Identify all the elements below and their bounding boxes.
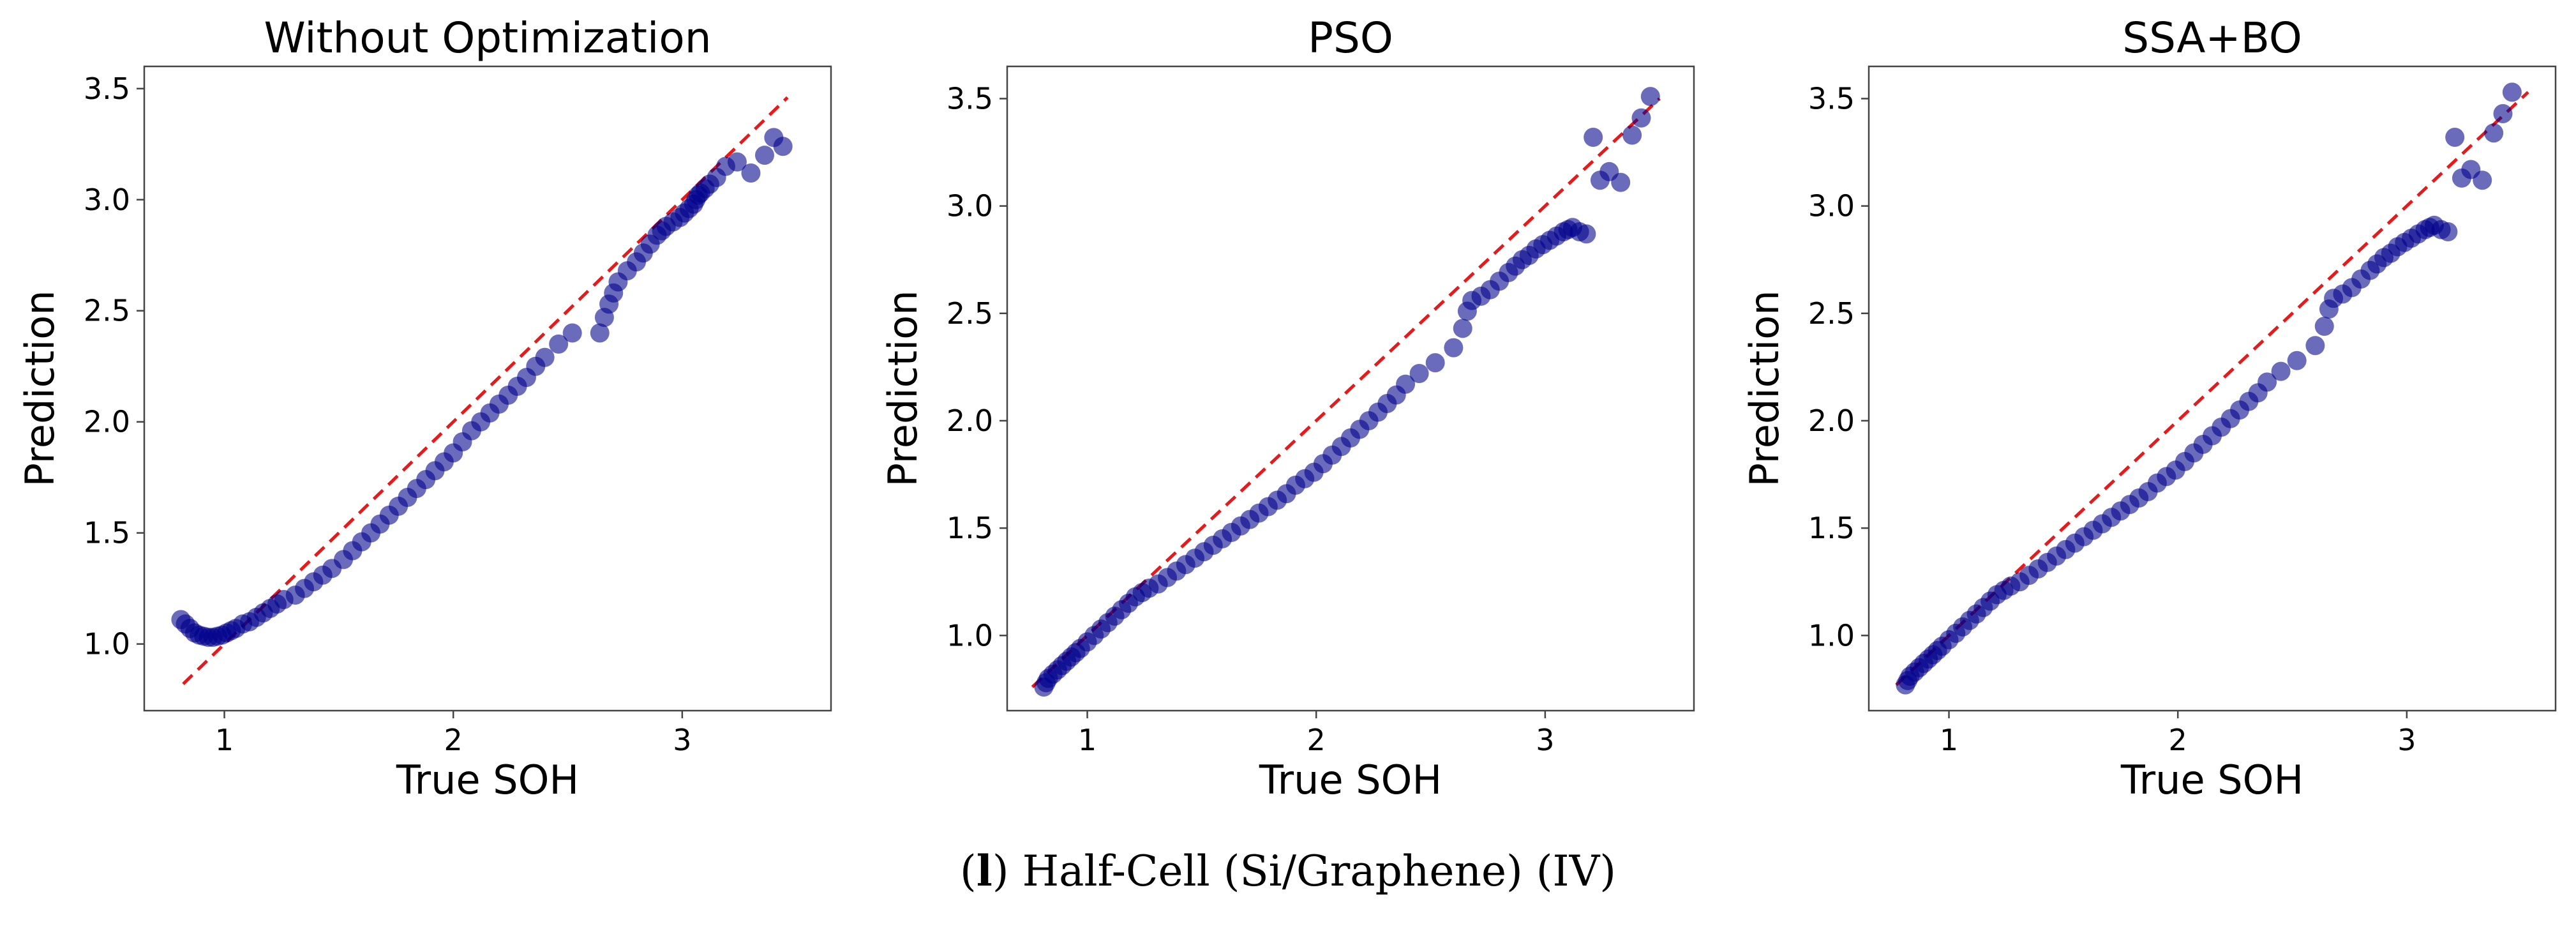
data-point bbox=[535, 347, 555, 367]
data-point bbox=[773, 137, 793, 156]
chart-title: Without Optimization bbox=[264, 13, 711, 63]
data-point bbox=[2287, 351, 2307, 370]
y-tick-label: 2.0 bbox=[947, 404, 993, 438]
y-tick-label: 3.5 bbox=[947, 81, 993, 116]
y-tick-label: 1.0 bbox=[947, 618, 993, 653]
plot-frame bbox=[1006, 65, 1695, 712]
chart-title: PSO bbox=[1308, 13, 1393, 63]
y-tick-label: 3.0 bbox=[84, 183, 130, 217]
y-axis-label: Prediction bbox=[1741, 290, 1788, 487]
data-point bbox=[1425, 353, 1445, 373]
data-point bbox=[562, 323, 582, 343]
scatter-points bbox=[1034, 87, 1660, 697]
data-point bbox=[2258, 372, 2277, 392]
data-point bbox=[2502, 82, 2522, 102]
caption-open-paren: ( bbox=[960, 847, 977, 896]
data-point bbox=[1576, 224, 1596, 244]
data-point bbox=[2438, 222, 2458, 241]
data-point bbox=[2305, 336, 2325, 356]
data-point bbox=[549, 334, 569, 354]
data-point bbox=[1444, 338, 1464, 358]
y-tick-label: 1.5 bbox=[1808, 511, 1855, 545]
y-tick-label: 2.0 bbox=[1808, 404, 1855, 438]
data-point bbox=[741, 163, 761, 183]
y-axis-label: Prediction bbox=[17, 290, 63, 487]
plot-frame bbox=[143, 65, 832, 712]
y-tick-label: 2.5 bbox=[1808, 296, 1855, 331]
y-tick-label: 3.5 bbox=[84, 72, 130, 106]
x-tick-label: 2 bbox=[2169, 723, 2187, 757]
x-tick-label: 3 bbox=[673, 723, 691, 757]
data-point bbox=[1409, 363, 1429, 383]
data-point bbox=[727, 152, 747, 172]
data-point bbox=[2271, 361, 2291, 381]
y-tick-label: 2.5 bbox=[84, 294, 130, 328]
chart-panel-3: 1 2 3 1.0 1.5 2.0 2.5 3.0 3.5 SSA+BO True SOH Predi… bbox=[1741, 13, 2557, 803]
x-tick-label: 3 bbox=[2397, 723, 2416, 757]
y-tick-label: 2.5 bbox=[947, 296, 993, 331]
chart-panel-2: 1 2 3 1.0 1.5 2.0 2.5 3.0 3.5 PSO True SOH Predicti… bbox=[880, 13, 1695, 803]
data-point bbox=[1453, 319, 1472, 338]
x-tick-label: 3 bbox=[1536, 723, 1554, 757]
x-tick-label: 2 bbox=[1307, 723, 1326, 757]
data-point bbox=[2314, 316, 2334, 336]
caption-letter: l bbox=[976, 846, 992, 896]
x-axis-label: True SOH bbox=[1259, 757, 1442, 803]
reference-line bbox=[182, 96, 789, 686]
caption-text: Half-Cell (Si/Graphene) (IV) bbox=[1022, 847, 1616, 896]
x-axis-label: True SOH bbox=[396, 757, 579, 803]
panels: 1 2 3 1.0 1.5 2.0 2.5 3.0 3.5 Without Optimizatio… bbox=[17, 13, 2557, 803]
scatter-points bbox=[171, 128, 793, 647]
data-point bbox=[2473, 170, 2492, 190]
data-point bbox=[590, 323, 610, 343]
y-tick-label: 3.0 bbox=[947, 189, 993, 223]
data-point bbox=[1622, 125, 1642, 145]
chart-title: SSA+BO bbox=[2122, 13, 2302, 63]
data-point bbox=[2445, 127, 2465, 147]
data-point bbox=[2493, 103, 2513, 123]
scatter-points bbox=[1896, 82, 2522, 695]
y-tick-label: 3.0 bbox=[1808, 189, 1855, 223]
caption-close-paren: ) bbox=[992, 847, 1009, 896]
x-tick-label: 1 bbox=[1078, 723, 1097, 757]
y-tick-label: 1.5 bbox=[947, 511, 993, 545]
y-tick-label: 1.0 bbox=[1808, 618, 1855, 653]
figure-caption: (l) Half-Cell (Si/Graphene) (IV) bbox=[0, 846, 2576, 896]
x-tick-label: 2 bbox=[444, 723, 463, 757]
x-axis-label: True SOH bbox=[2120, 757, 2303, 803]
chart-panel-1: 1 2 3 1.0 1.5 2.0 2.5 3.0 3.5 Without Optimizatio… bbox=[17, 13, 832, 803]
data-point bbox=[1611, 172, 1631, 192]
y-tick-label: 1.0 bbox=[84, 627, 130, 661]
y-tick-label: 2.0 bbox=[84, 405, 130, 439]
data-point bbox=[1584, 127, 1603, 147]
y-axis-label: Prediction bbox=[880, 290, 926, 487]
data-point bbox=[1640, 87, 1660, 107]
x-tick-label: 1 bbox=[1940, 723, 1958, 757]
data-point bbox=[1631, 108, 1651, 128]
plot-frame bbox=[1868, 65, 2557, 712]
y-tick-label: 3.5 bbox=[1808, 81, 1855, 116]
data-point bbox=[1396, 374, 1416, 394]
y-tick-label: 1.5 bbox=[84, 516, 130, 550]
data-point bbox=[2484, 123, 2504, 143]
data-point bbox=[754, 146, 774, 165]
x-tick-label: 1 bbox=[215, 723, 234, 757]
